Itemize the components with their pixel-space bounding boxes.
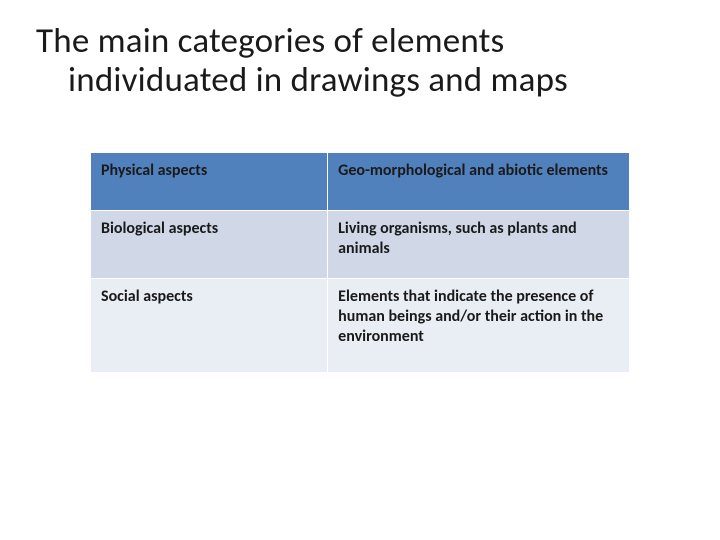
table-row: Biological aspects Living organisms, suc… <box>91 211 630 279</box>
cell-aspect: Social aspects <box>91 279 328 373</box>
cell-desc: Living organisms, such as plants and ani… <box>328 211 630 279</box>
title-line-2: individuated in drawings and maps <box>36 61 680 100</box>
cell-aspect: Biological aspects <box>91 211 328 279</box>
title-line-1: The main categories of elements <box>36 20 504 62</box>
slide-title: The main categories of elements individu… <box>0 22 720 100</box>
slide: The main categories of elements individu… <box>0 0 720 540</box>
table-row: Social aspects Elements that indicate th… <box>91 279 630 373</box>
cell-desc: Elements that indicate the presence of h… <box>328 279 630 373</box>
cell-desc: Geo-morphological and abiotic elements <box>328 153 630 211</box>
table-row: Physical aspects Geo-morphological and a… <box>91 153 630 211</box>
categories-table: Physical aspects Geo-morphological and a… <box>90 152 630 373</box>
cell-aspect: Physical aspects <box>91 153 328 211</box>
